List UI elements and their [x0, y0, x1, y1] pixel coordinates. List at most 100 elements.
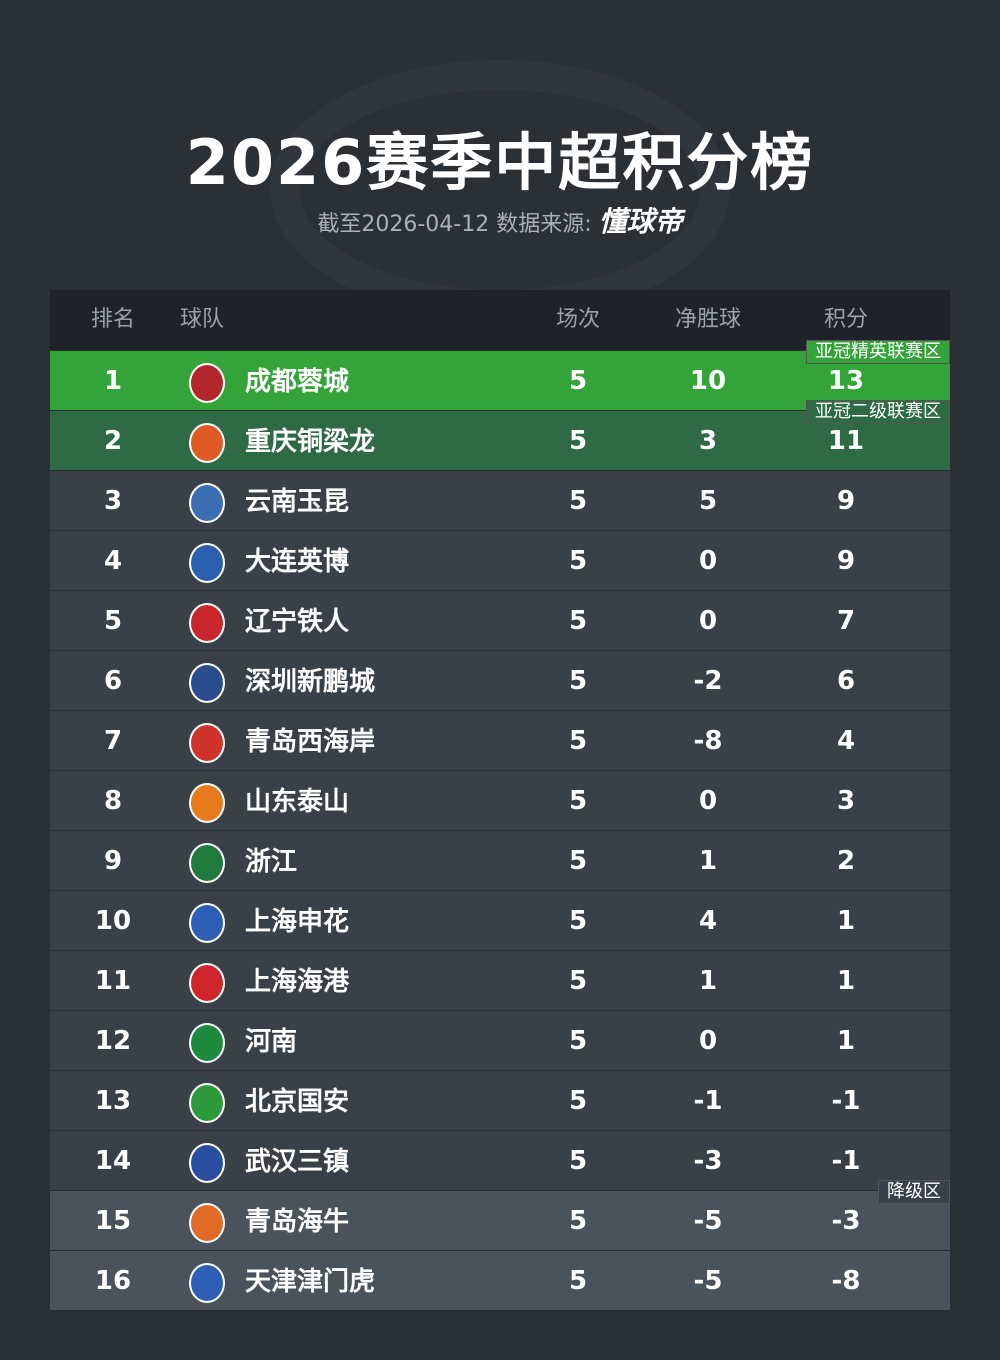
table-row: 13 北京国安 5 -1 -1: [50, 1070, 950, 1130]
matches: 5: [568, 366, 588, 396]
rank: 5: [103, 606, 123, 636]
rank: 8: [103, 786, 123, 816]
rank: 2: [103, 426, 123, 456]
rank: 9: [103, 846, 123, 876]
table-header: 排名 球队 场次 净胜球 积分: [50, 290, 950, 350]
matches: 5: [568, 1146, 588, 1176]
column-header: 积分: [823, 307, 869, 332]
points: -8: [831, 1266, 861, 1296]
column-header: 场次: [555, 307, 601, 332]
rank: 4: [103, 546, 123, 576]
table-row: 15 青岛海牛 5 -5 -3 降级区: [50, 1180, 950, 1250]
goal-difference: -1: [693, 1086, 723, 1116]
goal-difference: 0: [698, 1026, 718, 1056]
table-row: 5 辽宁铁人 5 0 7: [50, 590, 950, 650]
matches: 5: [568, 1086, 588, 1116]
matches: 5: [568, 546, 588, 576]
table-row: 7 青岛西海岸 5 -8 4: [50, 710, 950, 770]
points: 6: [836, 666, 856, 696]
column-header: 球队: [180, 307, 225, 332]
goal-difference: -2: [693, 666, 723, 696]
rank: 7: [103, 726, 123, 756]
goal-difference: 0: [698, 786, 718, 816]
team-logo: [189, 363, 225, 403]
team-logo: [189, 663, 225, 703]
goal-difference: 4: [698, 906, 718, 936]
rank: 15: [94, 1206, 132, 1236]
table-row: 2 重庆铜梁龙 5 3 11 亚冠二级联赛区: [50, 400, 950, 470]
team-logo: [189, 843, 225, 883]
points: 4: [836, 726, 856, 756]
goal-difference: 0: [698, 606, 718, 636]
points: 13: [827, 366, 865, 396]
team-logo: [189, 1203, 225, 1243]
column-header: 排名: [90, 307, 136, 332]
team-logo: [189, 543, 225, 583]
rank: 11: [94, 966, 132, 996]
team-logo: [189, 483, 225, 523]
table-row: 11 上海海港 5 1 1: [50, 950, 950, 1010]
subtitle: 截至2026-04-12 数据来源: 懂球帝: [0, 200, 1000, 240]
team-name: 浙江: [245, 847, 298, 877]
points: -3: [831, 1206, 861, 1236]
team-logo: [189, 963, 225, 1003]
points: -1: [831, 1086, 861, 1116]
team-name: 武汉三镇: [245, 1147, 350, 1177]
matches: 5: [568, 1266, 588, 1296]
table-row: 8 山东泰山 5 0 3: [50, 770, 950, 830]
team-logo: [189, 1263, 225, 1303]
team-name: 北京国安: [245, 1087, 350, 1117]
table-row: 12 河南 5 0 1: [50, 1010, 950, 1070]
goal-difference: 1: [698, 966, 718, 996]
points: 7: [836, 606, 856, 636]
standings-table: 排名 球队 场次 净胜球 积分 1 成都蓉城 5 10 13 亚冠精英联赛区 2 重庆铜梁龙 5 3 11 亚冠…: [50, 290, 950, 1310]
table-row: 9 浙江 5 1 2: [50, 830, 950, 890]
team-logo: [189, 603, 225, 643]
goal-difference: -3: [693, 1146, 723, 1176]
source: 懂球帝: [598, 205, 683, 238]
matches: 5: [568, 846, 588, 876]
table-row: 4 大连英博 5 0 9: [50, 530, 950, 590]
rank: 6: [103, 666, 123, 696]
matches: 5: [568, 486, 588, 516]
points: 1: [836, 966, 856, 996]
rank: 16: [94, 1266, 132, 1296]
matches: 5: [568, 726, 588, 756]
goal-difference: 0: [698, 546, 718, 576]
zone-label: 亚冠二级联赛区: [806, 400, 950, 424]
matches: 5: [568, 966, 588, 996]
goal-difference: -8: [693, 726, 723, 756]
page-title: 2026赛季中超积分榜: [185, 126, 815, 199]
matches: 5: [568, 426, 588, 456]
team-logo: [189, 903, 225, 943]
points: 3: [836, 786, 856, 816]
team-name: 青岛海牛: [245, 1207, 350, 1237]
table-row: 14 武汉三镇 5 -3 -1: [50, 1130, 950, 1190]
points: -1: [831, 1146, 861, 1176]
team-logo: [189, 1143, 225, 1183]
team-name: 山东泰山: [245, 787, 350, 817]
matches: 5: [568, 606, 588, 636]
points: 1: [836, 906, 856, 936]
team-name: 成都蓉城: [245, 367, 350, 397]
team-name: 青岛西海岸: [245, 727, 376, 757]
points: 9: [836, 546, 856, 576]
points: 11: [827, 426, 865, 456]
goal-difference: 1: [698, 846, 718, 876]
team-logo: [189, 1083, 225, 1123]
table-row: 1 成都蓉城 5 10 13 亚冠精英联赛区: [50, 340, 950, 410]
rank: 10: [94, 906, 132, 936]
rank: 12: [94, 1026, 132, 1056]
table-row: 6 深圳新鹏城 5 -2 6: [50, 650, 950, 710]
matches: 5: [568, 786, 588, 816]
column-header: 净胜球: [674, 307, 742, 332]
zone-label: 降级区: [878, 1180, 950, 1204]
zone-label: 亚冠精英联赛区: [806, 340, 950, 364]
matches: 5: [568, 666, 588, 696]
team-name: 重庆铜梁龙: [245, 427, 376, 457]
team-logo: [189, 423, 225, 463]
goal-difference: 3: [698, 426, 718, 456]
points: 1: [836, 1026, 856, 1056]
rank: 1: [103, 366, 123, 396]
team-name: 上海海港: [245, 967, 350, 997]
